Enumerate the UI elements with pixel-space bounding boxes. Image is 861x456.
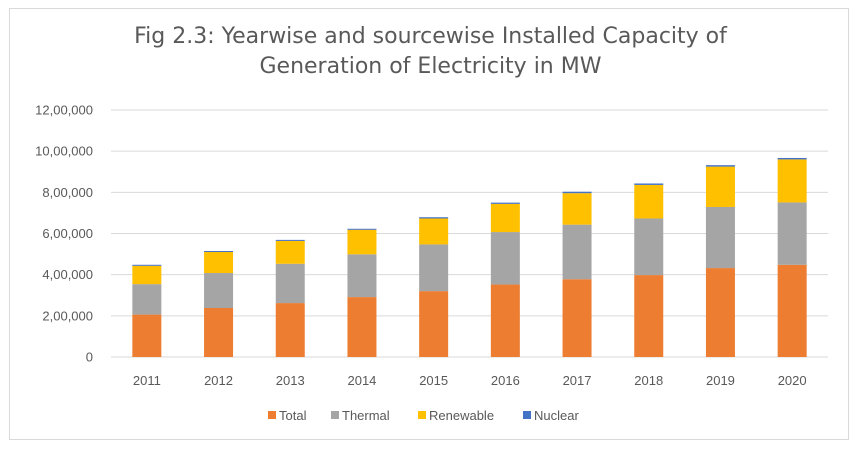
bar-nuclear-2017 [562, 191, 592, 194]
bar-renewable-2016 [490, 203, 520, 233]
legend-label-renewable: Renewable [429, 408, 494, 423]
bar-renewable-2015 [419, 218, 449, 245]
x-tick-label: 2015 [419, 373, 448, 388]
chart-title-line-2: Generation of Electricity in MW [259, 54, 602, 79]
y-tick-label: 8,00,000 [42, 185, 93, 200]
legend-swatch-total [268, 411, 276, 419]
y-tick-label: 4,00,000 [42, 267, 93, 282]
bar-nuclear-2013 [275, 239, 305, 241]
bar-total-2015 [419, 291, 449, 357]
bar-nuclear-2020 [777, 157, 807, 160]
x-tick-label: 2019 [706, 373, 735, 388]
y-axis-ticks: 0 2,00,000 4,00,000 6,00,000 8,00,000 10,00,0… [35, 103, 93, 365]
bar-thermal-2013 [275, 263, 305, 304]
bar-total-2016 [490, 284, 520, 357]
bar-thermal-2017 [562, 224, 592, 280]
bar-thermal-2011 [132, 284, 162, 315]
x-tick-label: 2014 [347, 373, 376, 388]
bar-thermal-2020 [777, 202, 807, 265]
legend: Total Thermal Renewable Nuclear [268, 408, 579, 423]
bar-total-2017 [562, 279, 592, 357]
y-tick-label: 0 [86, 350, 93, 365]
bar-renewable-2019 [705, 166, 735, 207]
bar-renewable-2020 [777, 159, 807, 203]
x-tick-label: 2011 [133, 373, 161, 388]
bar-renewable-2013 [275, 240, 305, 264]
bar-nuclear-2018 [634, 183, 664, 185]
bar-thermal-2019 [705, 206, 735, 269]
bar-renewable-2012 [204, 252, 234, 274]
x-tick-label: 2020 [778, 373, 807, 388]
bars [132, 157, 807, 357]
bar-thermal-2016 [490, 232, 520, 285]
bar-total-2019 [705, 268, 735, 357]
legend-swatch-nuclear [523, 411, 531, 419]
bar-renewable-2017 [562, 193, 592, 225]
bar-renewable-2018 [634, 184, 664, 219]
y-tick-label: 2,00,000 [42, 308, 93, 323]
bar-nuclear-2014 [347, 228, 377, 230]
y-tick-label: 10,00,000 [35, 144, 93, 159]
x-tick-label: 2016 [491, 373, 520, 388]
bar-thermal-2014 [347, 254, 377, 298]
bar-total-2020 [777, 264, 807, 357]
x-axis-ticks: 2011 2012 2013 2014 2015 2016 2017 2018 2019 2020 [133, 373, 807, 388]
legend-label-nuclear: Nuclear [534, 408, 579, 423]
y-tick-label: 12,00,000 [35, 103, 93, 118]
bar-nuclear-2012 [204, 250, 234, 253]
bar-total-2011 [132, 314, 162, 357]
y-tick-label: 6,00,000 [42, 226, 93, 241]
bar-nuclear-2011 [132, 264, 162, 266]
bar-total-2014 [347, 297, 377, 357]
bar-thermal-2018 [634, 218, 664, 276]
bar-nuclear-2019 [705, 165, 735, 167]
bar-renewable-2011 [132, 265, 162, 285]
legend-swatch-thermal [331, 411, 339, 419]
bar-nuclear-2015 [419, 217, 449, 219]
bar-total-2018 [634, 275, 664, 357]
chart-title: Fig 2.3: Yearwise and sourcewise Install… [0, 22, 861, 82]
legend-label-thermal: Thermal [342, 408, 390, 423]
bar-nuclear-2016 [490, 202, 520, 204]
chart-title-line-1: Fig 2.3: Yearwise and sourcewise Install… [134, 24, 727, 49]
bar-total-2013 [275, 303, 305, 357]
legend-label-total: Total [279, 408, 307, 423]
bar-thermal-2012 [204, 273, 234, 309]
x-tick-label: 2017 [563, 373, 592, 388]
legend-swatch-renewable [418, 411, 426, 419]
x-tick-label: 2018 [634, 373, 663, 388]
bar-renewable-2014 [347, 229, 377, 255]
bar-total-2012 [204, 308, 234, 357]
bar-thermal-2015 [419, 244, 449, 292]
x-tick-label: 2013 [276, 373, 305, 388]
x-tick-label: 2012 [204, 373, 233, 388]
